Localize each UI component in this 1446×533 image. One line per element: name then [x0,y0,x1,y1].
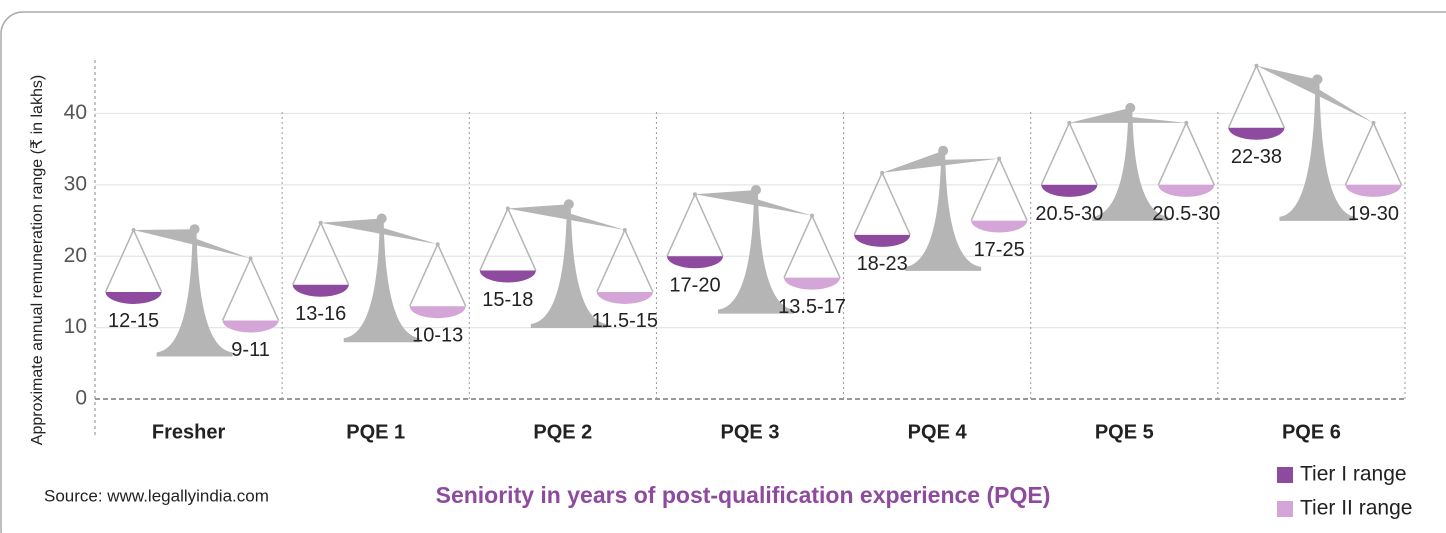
hook [319,221,323,225]
pan [223,320,279,332]
hook [810,214,814,218]
knob [190,224,200,234]
source: Source: www.legallyindia.com [44,486,269,505]
hook [1067,121,1071,125]
stand [344,222,420,343]
strings [1158,123,1214,185]
hook [997,157,1001,161]
value-label: 15-18 [482,289,533,311]
hook [693,192,697,196]
y-tick-label: 20 [64,244,87,267]
strings [480,209,536,271]
stand [905,154,981,271]
hook [880,171,884,175]
legend-swatch [1277,501,1293,517]
strings [1041,123,1097,185]
strings [667,194,723,256]
x-axis-title: Seniority in years of post-qualification… [436,482,1051,508]
knob [564,199,574,209]
knob [1312,74,1322,84]
value-label: 22-38 [1231,146,1282,168]
x-tick-label: PQE 6 [1282,421,1341,443]
value-label: 9-11 [231,339,270,361]
pan [1158,185,1214,197]
pan [1345,185,1401,197]
value-label: 10-13 [412,325,463,347]
x-tick-label: Fresher [152,421,226,443]
strings [597,230,653,292]
pan [597,292,653,304]
strings [854,173,910,235]
hook [1254,64,1258,68]
hook [436,242,440,246]
strings [1345,123,1401,185]
value-label: 19-30 [1348,203,1399,225]
value-label: 12-15 [108,310,159,332]
value-label: 17-20 [669,275,720,297]
value-label: 13-16 [295,303,346,325]
strings [223,258,279,320]
knob [938,146,948,156]
knob [377,214,387,224]
hook [623,228,627,232]
x-tick-label: PQE 3 [721,421,780,443]
pan [971,221,1027,233]
y-tick-label: 0 [75,387,87,410]
x-tick-label: PQE 1 [346,421,405,443]
strings [106,230,162,292]
strings [784,216,840,278]
value-label: 18-23 [857,253,908,275]
x-tick-label: PQE 5 [1095,421,1154,443]
pan [784,278,840,290]
legend-swatch [1277,467,1293,483]
x-tick-label: PQE 4 [908,421,968,443]
hook [1184,121,1188,125]
value-label: 11.5-15 [592,310,658,332]
hook [506,207,510,211]
strings [293,223,349,285]
pan [106,292,162,304]
knob [1125,103,1135,113]
pan [480,271,536,283]
stand [1279,82,1355,221]
x-tick-label: PQE 2 [533,421,592,443]
y-axis-title: Approximate annual remuneration range (₹… [29,75,46,445]
pan [293,285,349,297]
chart: Approximate annual remuneration range (₹… [0,0,1446,533]
y-tick-label: 10 [64,315,87,338]
value-label: 13.5-17 [778,296,846,318]
legend-label: Tier II range [1300,497,1412,520]
legend-label: Tier I range [1300,463,1407,486]
pan [1228,128,1284,140]
pan [667,256,723,268]
hook [1371,121,1375,125]
value-label: 20.5-30 [1035,203,1103,225]
value-label: 20.5-30 [1152,203,1220,225]
hook [132,228,136,232]
y-tick-label: 30 [64,172,87,195]
hook [249,256,253,260]
knob [751,185,761,195]
strings [410,244,466,306]
value-label: 17-25 [974,239,1025,261]
y-tick-label: 40 [64,101,87,124]
pan [854,235,910,247]
strings [971,159,1027,221]
pan [410,306,466,318]
pan [1041,185,1097,197]
panel-border [1,12,1446,533]
